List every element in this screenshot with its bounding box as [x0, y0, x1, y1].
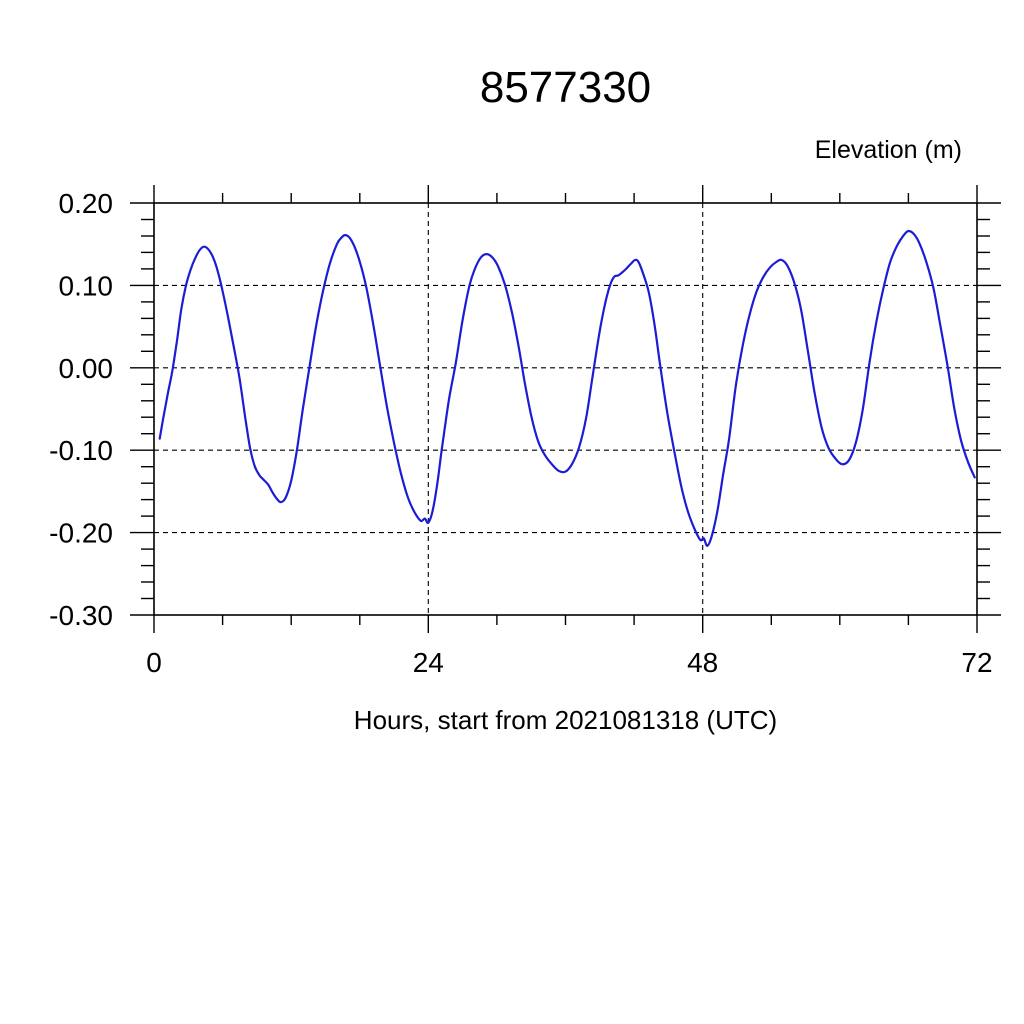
x-tick-label: 0 — [146, 647, 162, 678]
x-tick-label: 72 — [961, 647, 992, 678]
y-tick-label: 0.20 — [59, 188, 114, 219]
axis-frame — [153, 202, 978, 616]
x-axis-title: Hours, start from 2021081318 (UTC) — [353, 705, 778, 735]
elevation-series-line — [158, 229, 976, 547]
y-tick-label: 0.00 — [59, 353, 114, 384]
x-tick-label: 48 — [687, 647, 718, 678]
x-tick-label: 24 — [413, 647, 444, 678]
y-tick-label: 0.10 — [59, 270, 114, 301]
y-tick-label: -0.20 — [49, 518, 113, 549]
y-axis-title: Elevation (m) — [814, 136, 962, 164]
y-tick-label: -0.30 — [49, 600, 113, 631]
chart-title: 8577330 — [479, 63, 652, 112]
y-tick-label: -0.10 — [49, 435, 113, 466]
